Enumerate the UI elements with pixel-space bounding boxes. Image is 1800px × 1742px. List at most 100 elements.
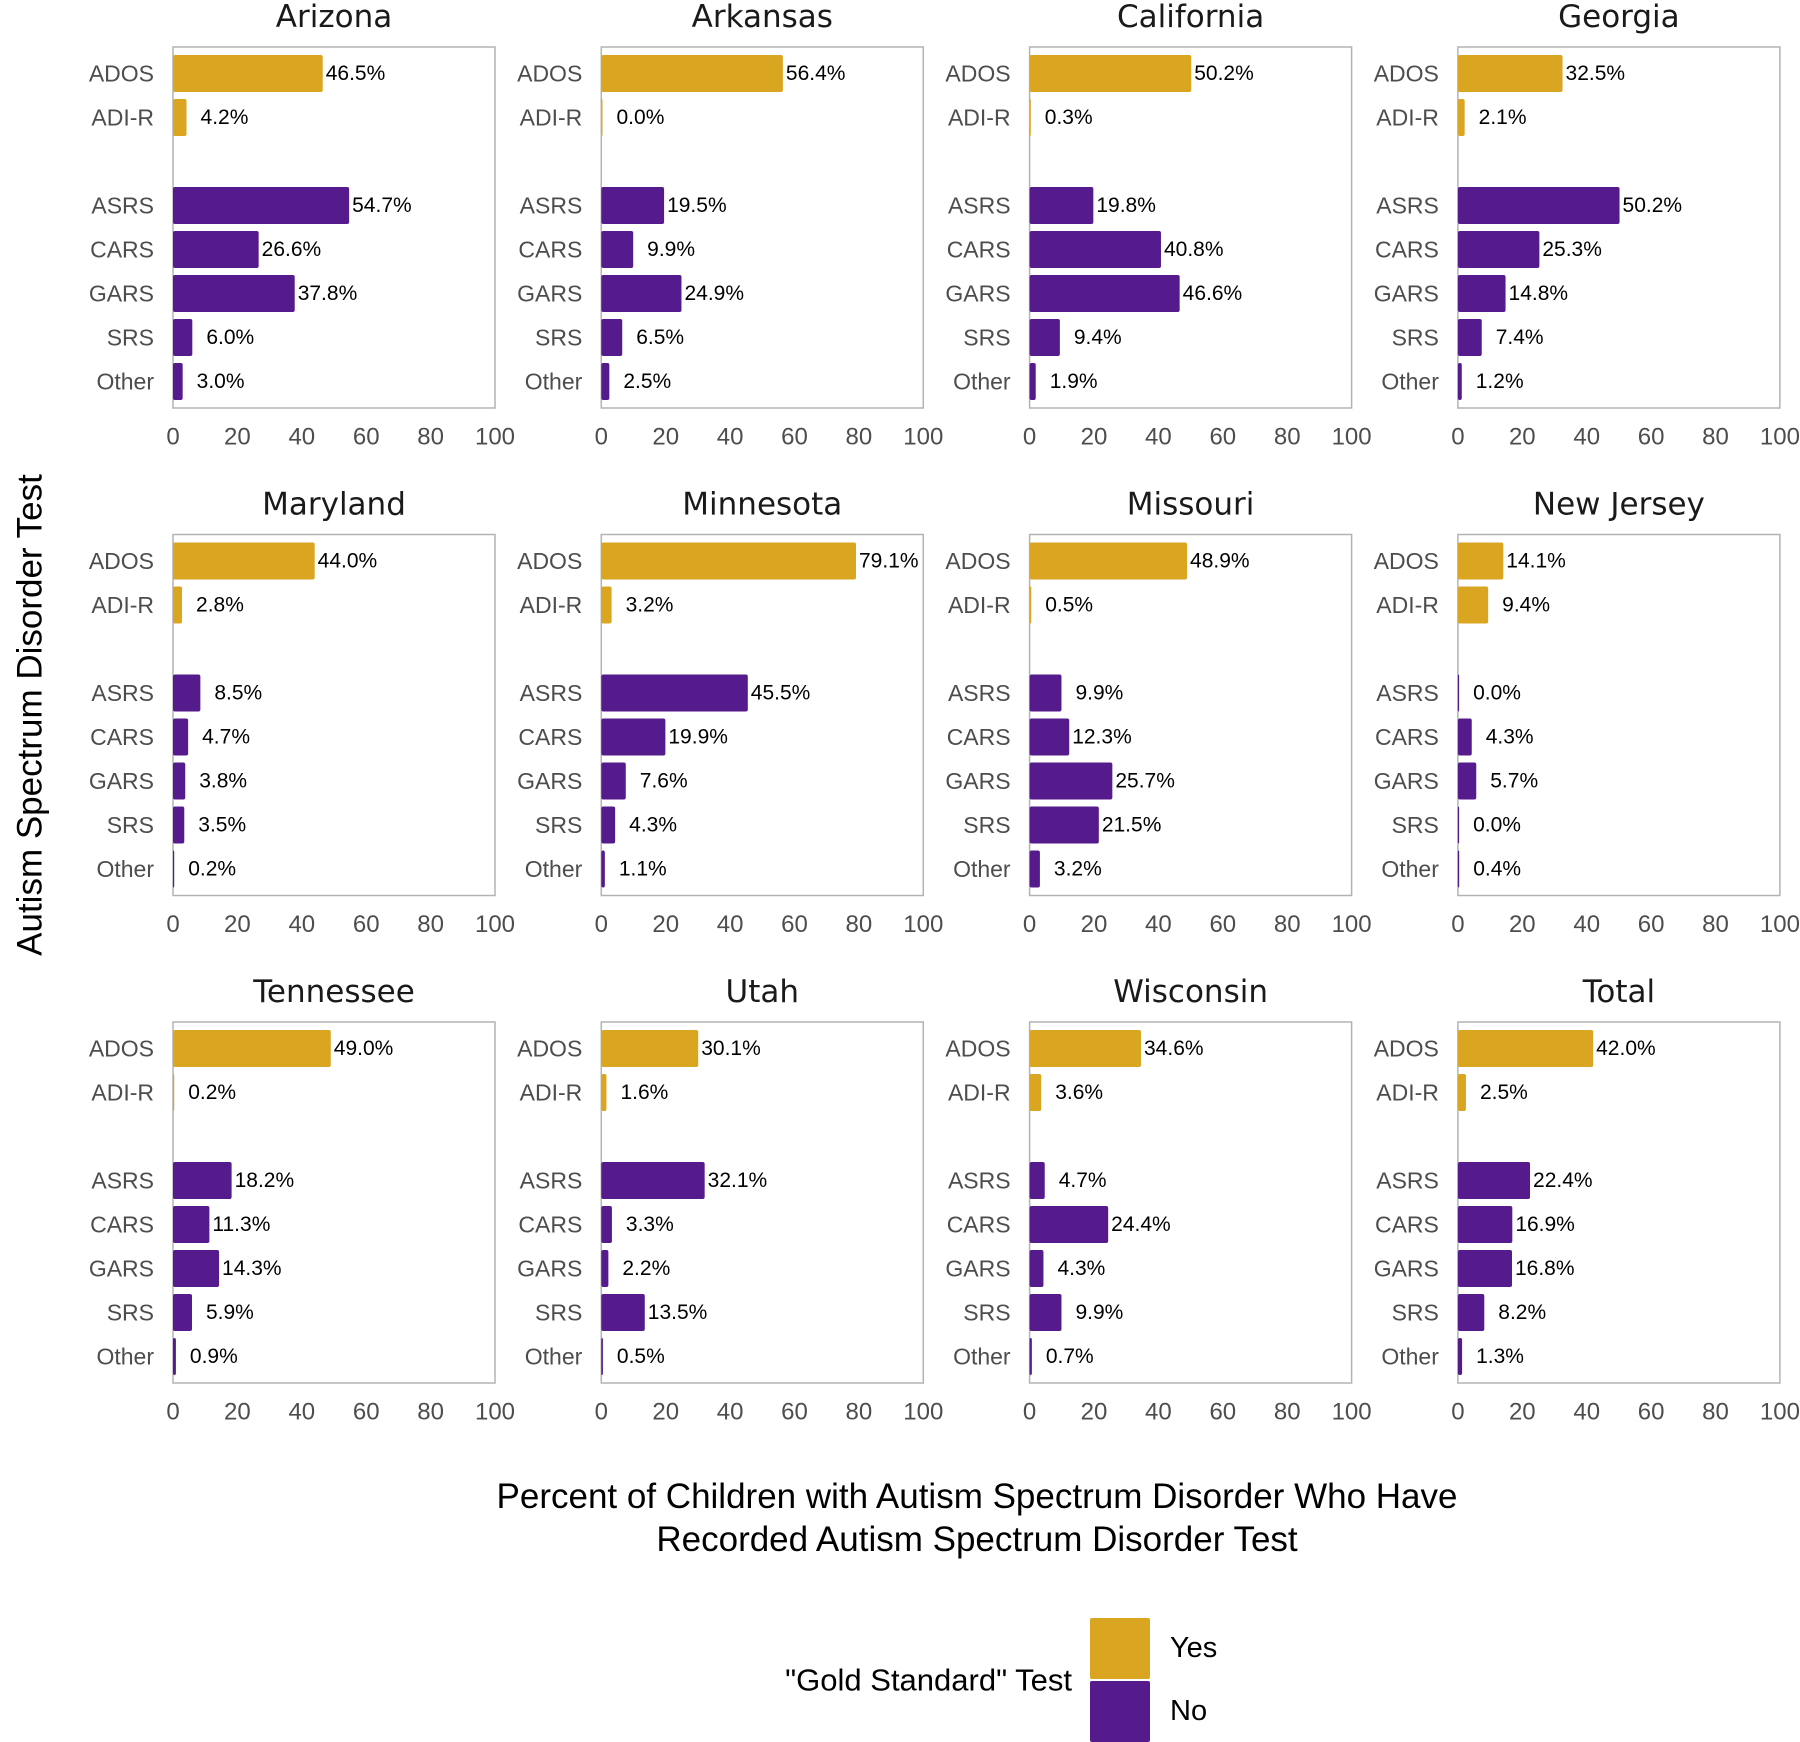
category-label-adi-r: ADI-R xyxy=(948,592,1011,618)
panel-title: Tennessee xyxy=(252,974,415,1010)
bar-california-asrs xyxy=(1029,187,1094,224)
value-label-maryland-srs: 3.5% xyxy=(198,814,246,837)
x-tick-label: 20 xyxy=(1081,911,1108,938)
value-label-arizona-adi-r: 4.2% xyxy=(201,106,249,129)
category-label-adi-r: ADI-R xyxy=(91,1080,154,1106)
bar-wisconsin-ados xyxy=(1029,1030,1142,1067)
bar-missouri-adi-r xyxy=(1029,586,1032,624)
bar-minnesota-cars xyxy=(601,718,666,756)
category-label-asrs: ASRS xyxy=(91,193,154,219)
panel-title: New Jersey xyxy=(1533,487,1705,523)
x-tick-label: 40 xyxy=(288,424,315,451)
bar-maryland-other xyxy=(173,850,175,888)
x-tick-label: 60 xyxy=(1209,424,1236,451)
x-tick-label: 0 xyxy=(166,911,179,938)
bar-wisconsin-other xyxy=(1029,1338,1032,1375)
value-label-minnesota-srs: 4.3% xyxy=(629,814,677,837)
bar-minnesota-srs xyxy=(601,806,616,844)
legend-key-yes xyxy=(1090,1618,1150,1679)
bar-wisconsin-asrs xyxy=(1029,1162,1045,1199)
panel-frame xyxy=(1457,46,1781,409)
bar-arkansas-srs xyxy=(601,319,623,356)
category-label-adi-r: ADI-R xyxy=(1376,1080,1439,1106)
x-tick-label: 100 xyxy=(903,911,943,938)
bar-wisconsin-gars xyxy=(1029,1250,1044,1287)
x-tick-label: 40 xyxy=(1145,1399,1172,1426)
category-label-gars: GARS xyxy=(517,281,582,307)
value-label-maryland-adi-r: 2.8% xyxy=(196,594,244,617)
x-tick-label: 20 xyxy=(652,1399,679,1426)
value-label-wisconsin-srs: 9.9% xyxy=(1075,1301,1123,1324)
value-label-new-jersey-adi-r: 9.4% xyxy=(1502,594,1550,617)
value-label-arizona-asrs: 54.7% xyxy=(352,194,412,217)
bar-california-cars xyxy=(1029,231,1161,268)
x-tick-label: 0 xyxy=(1023,424,1036,451)
bar-arkansas-other xyxy=(601,363,610,400)
x-tick-label: 100 xyxy=(1332,1399,1372,1426)
category-label-asrs: ASRS xyxy=(520,1168,583,1194)
category-label-ados: ADOS xyxy=(1374,548,1439,574)
panel-title: Maryland xyxy=(262,487,406,523)
bar-utah-srs xyxy=(601,1294,645,1331)
bar-maryland-ados xyxy=(173,542,315,580)
category-label-srs: SRS xyxy=(963,1300,1010,1326)
bar-utah-ados xyxy=(601,1030,699,1067)
x-tick-label: 100 xyxy=(475,1399,515,1426)
value-label-wisconsin-adi-r: 3.6% xyxy=(1055,1081,1103,1104)
value-label-california-adi-r: 0.3% xyxy=(1045,106,1093,129)
category-label-gars: GARS xyxy=(517,768,582,794)
value-label-california-asrs: 19.8% xyxy=(1096,194,1156,217)
bar-minnesota-adi-r xyxy=(601,586,612,624)
value-label-new-jersey-asrs: 0.0% xyxy=(1473,682,1521,705)
bar-total-other xyxy=(1457,1338,1463,1375)
x-tick-label: 100 xyxy=(903,1399,943,1426)
value-label-maryland-asrs: 8.5% xyxy=(214,682,262,705)
x-axis-title-line-1: Percent of Children with Autism Spectrum… xyxy=(497,1477,1458,1516)
bar-total-asrs xyxy=(1457,1162,1531,1199)
bar-maryland-adi-r xyxy=(173,586,183,624)
category-label-adi-r: ADI-R xyxy=(948,1080,1011,1106)
x-tick-label: 20 xyxy=(224,911,251,938)
legend: "Gold Standard" Test Yes No xyxy=(785,1618,1217,1742)
value-label-total-gars: 16.8% xyxy=(1515,1257,1575,1280)
category-label-adi-r: ADI-R xyxy=(1376,105,1439,131)
category-label-asrs: ASRS xyxy=(1376,1168,1439,1194)
x-tick-label: 20 xyxy=(1509,911,1536,938)
bar-arkansas-adi-r xyxy=(601,99,603,136)
category-label-gars: GARS xyxy=(1374,1256,1439,1282)
value-label-utah-srs: 13.5% xyxy=(648,1301,708,1324)
bar-wisconsin-cars xyxy=(1029,1206,1109,1243)
value-label-arkansas-asrs: 19.5% xyxy=(667,194,727,217)
category-label-cars: CARS xyxy=(90,1212,154,1238)
x-tick-label: 60 xyxy=(353,911,380,938)
category-label-gars: GARS xyxy=(517,1256,582,1282)
value-label-missouri-cars: 12.3% xyxy=(1072,726,1132,749)
bar-california-adi-r xyxy=(1029,99,1031,136)
x-tick-label: 0 xyxy=(1023,911,1036,938)
bar-new-jersey-cars xyxy=(1457,718,1472,756)
panel-frame xyxy=(600,1021,925,1384)
bar-georgia-srs xyxy=(1457,319,1482,356)
bar-minnesota-other xyxy=(601,850,605,888)
value-label-arkansas-adi-r: 0.0% xyxy=(617,106,665,129)
bar-minnesota-gars xyxy=(601,762,626,800)
x-tick-label: 40 xyxy=(288,911,315,938)
category-label-ados: ADOS xyxy=(945,61,1010,87)
category-label-srs: SRS xyxy=(1392,325,1439,351)
x-tick-label: 60 xyxy=(1209,1399,1236,1426)
bar-new-jersey-asrs xyxy=(1457,674,1460,712)
x-tick-label: 40 xyxy=(1145,424,1172,451)
bar-missouri-gars xyxy=(1029,762,1113,800)
y-axis-title: Autism Spectrum Disorder Test xyxy=(11,474,50,956)
category-label-gars: GARS xyxy=(89,1256,154,1282)
value-label-new-jersey-ados: 14.1% xyxy=(1506,550,1566,573)
bar-minnesota-asrs xyxy=(601,674,748,712)
bar-maryland-gars xyxy=(173,762,186,800)
bar-missouri-asrs xyxy=(1029,674,1062,712)
value-label-california-other: 1.9% xyxy=(1050,370,1098,393)
bar-georgia-cars xyxy=(1457,231,1540,268)
category-label-asrs: ASRS xyxy=(1376,680,1439,706)
value-label-total-adi-r: 2.5% xyxy=(1480,1081,1528,1104)
x-tick-label: 0 xyxy=(166,1399,179,1426)
bar-arizona-srs xyxy=(173,319,193,356)
